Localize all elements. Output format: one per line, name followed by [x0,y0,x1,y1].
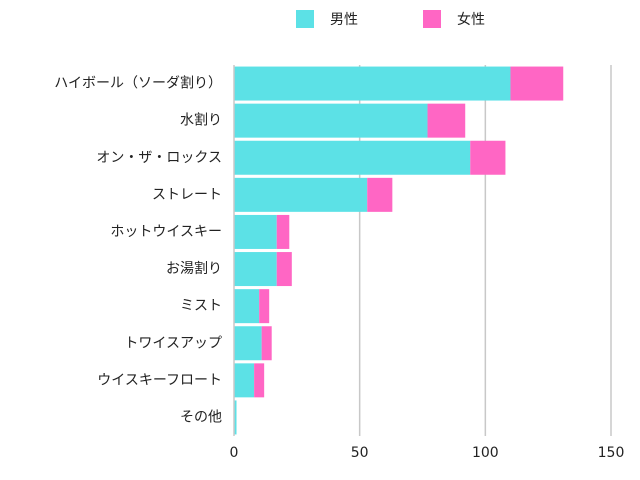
bar-segment [234,326,262,361]
bar-segment [234,289,260,324]
bar-segment [234,140,471,175]
x-tick-label: 150 [598,445,625,461]
legend-label: 男性 [330,12,358,28]
legend-label: 女性 [457,11,485,28]
bar-segment [234,177,368,212]
x-tick-label: 0 [230,445,239,461]
y-tick-label: オン・ザ・ロックス [96,150,222,166]
bar-segment [510,66,564,101]
y-tick-label: ミスト [180,298,222,314]
x-tick-label: 50 [351,445,369,461]
bar-segment [254,363,265,398]
bar-segment [234,252,277,287]
y-tick-label: ウイスキーフロート [97,372,222,388]
bar-segment [470,140,506,175]
bar-segment [234,66,511,101]
bar-segment [234,363,255,398]
legend-swatch [423,10,441,28]
y-tick-label: ストレート [152,187,222,203]
y-tick-label: 水割り [180,112,222,129]
bar-segment [276,252,292,287]
y-tick-label: ハイボール（ソーダ割り） [54,75,222,92]
y-tick-label: トワイスアップ [124,335,222,351]
bar-segment [427,103,466,138]
y-tick-label: お湯割り [166,260,222,277]
y-tick-label: ホットウイスキー [110,224,222,240]
bar-segment [234,214,277,249]
bar-segment [261,326,272,361]
bar-segment [367,177,393,212]
bar-segment [259,289,270,324]
bar-segment [234,103,428,138]
bar-segment [276,214,290,249]
x-tick-label: 100 [472,445,499,461]
y-tick-label: その他 [180,409,222,425]
legend-swatch [296,10,314,28]
bar-segment [234,400,237,435]
